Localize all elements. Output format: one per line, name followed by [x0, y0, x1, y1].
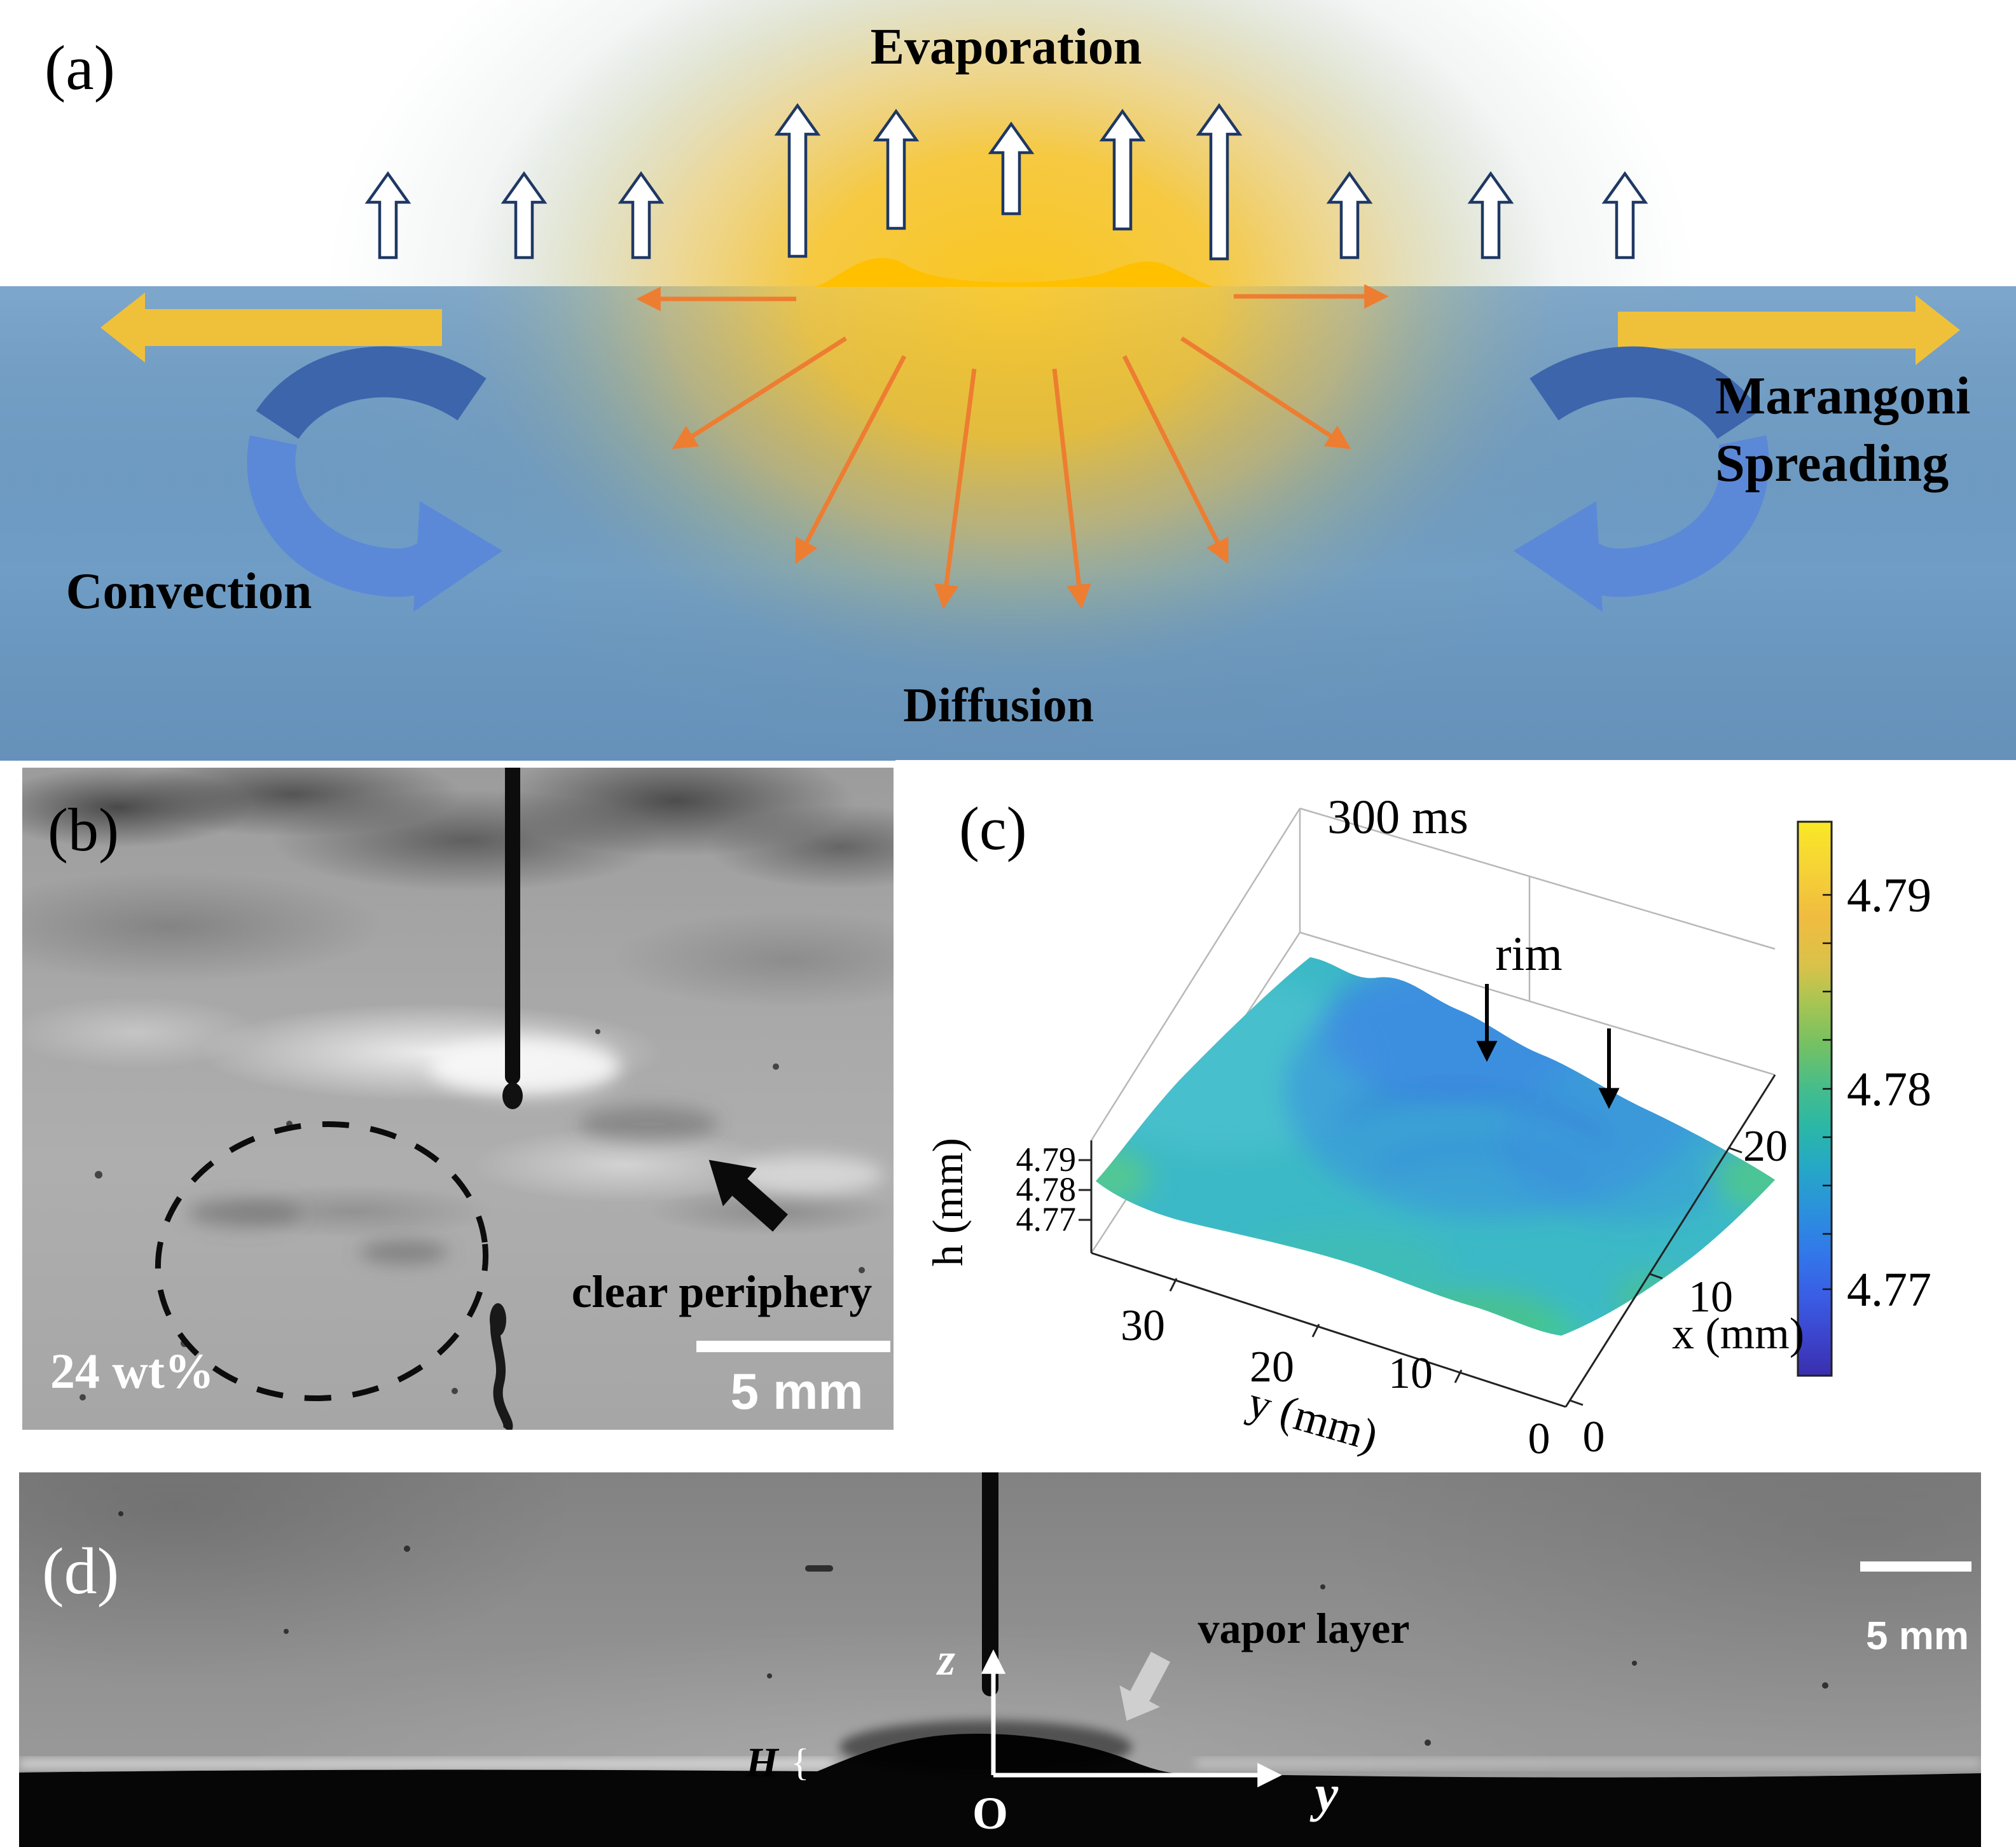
convection-arrow-right-icon — [1514, 346, 1769, 612]
x-tick: 20 — [1743, 1122, 1788, 1171]
diffusion-arrow-icon — [1180, 336, 1351, 450]
panel-a-canvas: (a) Evaporation Convection Diffusion Mar… — [0, 0, 2016, 773]
clear-periphery-arrow-icon — [708, 1159, 788, 1232]
convection-arrow-left-icon — [247, 346, 502, 612]
evaporation-arrow-icon — [1326, 171, 1373, 259]
clear-periphery-label: clear periphery — [572, 1266, 873, 1317]
diffusion-arrow-icon — [672, 336, 847, 450]
panel-b-overlay: (b) clear periphery 24 wt% 5 mm — [48, 759, 890, 1433]
needle — [982, 1460, 998, 1696]
marangoni-label-line2: Spreading — [1715, 434, 1949, 493]
colorbar-tick: 4.77 — [1847, 1263, 1931, 1317]
coordinate-axes — [981, 1649, 1282, 1788]
z-tick: 4.78 — [1016, 1170, 1077, 1208]
evaporation-arrow-icon — [1467, 171, 1514, 259]
z-tick: 4.77 — [1016, 1200, 1077, 1238]
y-axis-label: y (mm) — [1243, 1378, 1383, 1456]
convection-label: Convection — [66, 564, 312, 619]
x-tick: 0 — [1583, 1413, 1605, 1456]
evaporation-arrow-icon — [873, 109, 920, 230]
origin-label: O — [972, 1788, 1008, 1839]
panel-d-overlay: (d) vapor layer z y O H { 5 mm — [19, 1460, 1981, 1847]
y-tick: 10 — [1388, 1349, 1433, 1398]
x-tick: 10 — [1688, 1273, 1733, 1322]
evaporation-arrow-icon — [501, 171, 548, 259]
z-axis-label: z — [936, 1634, 955, 1685]
evaporation-arrows — [364, 103, 1648, 261]
z-axis-label: h (mm) — [923, 1138, 972, 1266]
marangoni-arrow-left-icon — [100, 293, 442, 363]
scale-bar — [696, 1341, 890, 1352]
panel-d-photo: (d) vapor layer z y O H { 5 mm — [19, 1460, 1981, 1847]
scale-bar — [1860, 1561, 1971, 1572]
y-tick: 20 — [1250, 1343, 1294, 1392]
diffusion-label: Diffusion — [903, 679, 1094, 732]
photo-texture — [188, 1038, 884, 1264]
needle — [505, 759, 520, 1084]
axes-lines — [1079, 1074, 1776, 1408]
evaporation-arrow-icon — [1601, 171, 1648, 259]
evaporation-title: Evaporation — [871, 19, 1142, 75]
panel-d-label: (d) — [42, 1535, 119, 1608]
colorbar-tick: 4.79 — [1847, 869, 1931, 922]
y-tick: 30 — [1121, 1301, 1165, 1350]
y-tick: 0 — [1528, 1415, 1550, 1456]
panel-a-label: (a) — [45, 32, 115, 103]
evaporation-arrow-icon — [364, 171, 411, 259]
panel-a-schematic: (a) Evaporation Convection Diffusion Mar… — [0, 0, 2016, 773]
scale-label: 5 mm — [731, 1363, 864, 1420]
panel-b-photo: (b) clear periphery 24 wt% 5 mm — [22, 759, 894, 1433]
film-surface-highlight — [19, 1760, 1981, 1767]
rim-label: rim — [1495, 927, 1563, 981]
colorbar-tick: 4.78 — [1847, 1063, 1931, 1116]
marangoni-label-line1: Marangoni — [1715, 366, 1970, 425]
colorbar-ticks — [1823, 894, 1832, 1290]
evaporation-arrow-icon — [618, 171, 665, 259]
panel-c-surface-plot: (c) 300 ms rim 4.79 4.78 4.77 h (mm) 30 … — [895, 760, 2016, 1463]
vapor-layer-label: vapor layer — [1198, 1604, 1409, 1652]
vapor-layer-shadow — [839, 1720, 1132, 1774]
diffusion-arrow-icon — [1122, 355, 1229, 564]
colorbar — [1797, 820, 1833, 1377]
solute-drop — [815, 258, 1213, 287]
concentration-label: 24 wt% — [50, 1343, 214, 1399]
evaporation-arrow-icon — [1196, 103, 1243, 261]
evaporation-arrow-icon — [774, 103, 821, 258]
marangoni-arrow-right-icon — [1618, 295, 1960, 365]
evaporation-arrow-icon — [1099, 109, 1146, 231]
panel-b-label: (b) — [48, 796, 119, 864]
jet-reflection — [490, 1312, 513, 1433]
diffusion-arrows — [636, 284, 1389, 609]
diffusion-arrow-icon — [1052, 368, 1091, 609]
diffusion-arrow-icon — [795, 355, 907, 564]
film-thickness-label: H — [745, 1740, 780, 1786]
plot-title: 300 ms — [1327, 791, 1468, 844]
rim-arrows — [1476, 984, 1620, 1109]
liquid-band — [19, 1733, 1981, 1847]
evaporation-arrow-icon — [988, 121, 1035, 216]
x-axis-label: x (mm) — [1672, 1310, 1804, 1359]
vapor-layer-arrow-icon — [1119, 1652, 1171, 1721]
film-thickness-brace: { — [791, 1741, 810, 1783]
photo-speckles — [118, 1511, 1828, 1746]
panel-c-canvas: (c) 300 ms rim 4.79 4.78 4.77 h (mm) 30 … — [923, 791, 1931, 1463]
scale-label: 5 mm — [1866, 1614, 1969, 1658]
panel-c-label: (c) — [959, 794, 1027, 862]
diffusion-arrow-icon — [934, 368, 977, 609]
needle-drop — [502, 1083, 523, 1109]
z-tick: 4.79 — [1016, 1140, 1077, 1179]
